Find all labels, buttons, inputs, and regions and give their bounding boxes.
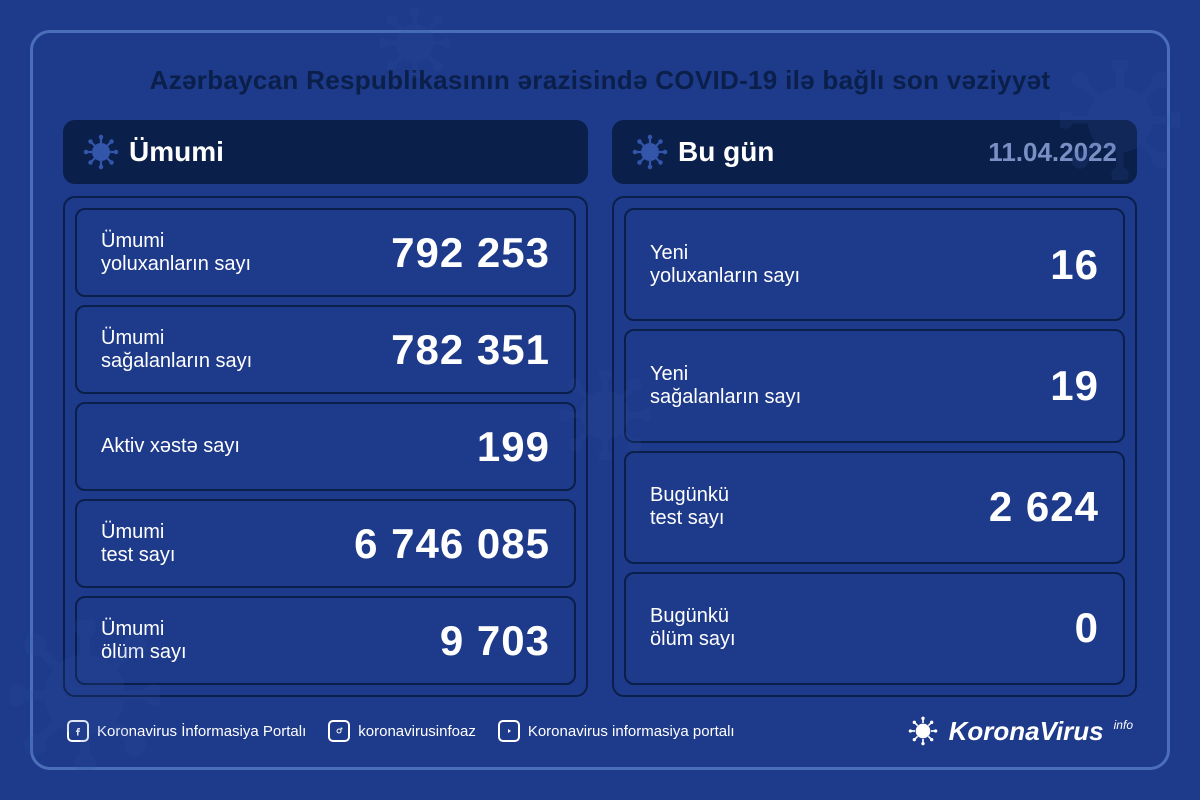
- facebook-icon: [67, 720, 89, 742]
- socials: Koronavirus İnformasiya Portalı koronavi…: [67, 720, 735, 742]
- today-stat-label: Bugünkü test sayı: [650, 484, 729, 530]
- total-stat-row: Ümumi test sayı 6 746 085: [75, 499, 576, 588]
- total-stat-label: Ümumi ölüm sayı: [101, 618, 187, 664]
- today-panel-body: Yeni yoluxanların sayı 16 Yeni sağalanları…: [612, 196, 1137, 697]
- youtube-link[interactable]: Koronavirus informasiya portalı: [498, 720, 735, 742]
- total-stat-value: 6 746 085: [354, 520, 550, 568]
- total-stat-row: Ümumi sağalanların sayı 782 351: [75, 305, 576, 394]
- instagram-link[interactable]: koronavirusinfoaz: [328, 720, 476, 742]
- virus-icon: [907, 715, 939, 747]
- virus-icon: [83, 134, 119, 170]
- instagram-icon: [328, 720, 350, 742]
- today-panel-date: 11.04.2022: [988, 137, 1117, 168]
- total-stat-value: 792 253: [391, 229, 550, 277]
- total-stat-label: Aktiv xəstə sayı: [101, 435, 240, 458]
- total-stat-value: 199: [477, 423, 550, 471]
- today-stat-value: 19: [1050, 362, 1099, 410]
- facebook-label: Koronavirus İnformasiya Portalı: [97, 723, 306, 740]
- brand-text: KoronaVirus: [949, 716, 1104, 747]
- today-stat-row: Yeni sağalanların sayı 19: [624, 329, 1125, 442]
- main-container: Azərbaycan Respublikasının ərazisində CO…: [30, 30, 1170, 770]
- instagram-label: koronavirusinfoaz: [358, 723, 476, 740]
- total-stat-row: Ümumi ölüm sayı 9 703: [75, 596, 576, 685]
- total-panel-body: Ümumi yoluxanların sayı 792 253 Ümumi sağa…: [63, 196, 588, 697]
- total-stat-row: Aktiv xəstə sayı 199: [75, 402, 576, 491]
- total-stat-row: Ümumi yoluxanların sayı 792 253: [75, 208, 576, 297]
- facebook-link[interactable]: Koronavirus İnformasiya Portalı: [67, 720, 306, 742]
- today-panel: Bu gün 11.04.2022 Yeni yoluxanların sayı…: [612, 120, 1137, 697]
- page-title: Azərbaycan Respublikasının ərazisində CO…: [63, 65, 1137, 96]
- brand-sup: info: [1114, 718, 1133, 732]
- total-panel: Ümumi Ümumi yoluxanların sayı792 253Ümum…: [63, 120, 588, 697]
- total-panel-title: Ümumi: [129, 136, 224, 168]
- total-stat-value: 782 351: [391, 326, 550, 374]
- today-stat-label: Bugünkü ölüm sayı: [650, 605, 736, 651]
- today-stat-label: Yeni yoluxanların sayı: [650, 242, 800, 288]
- today-stat-row: Bugünkü ölüm sayı 0: [624, 572, 1125, 685]
- youtube-icon: [498, 720, 520, 742]
- today-panel-header: Bu gün 11.04.2022: [612, 120, 1137, 184]
- today-stat-value: 16: [1050, 241, 1099, 289]
- today-panel-title: Bu gün: [678, 136, 774, 168]
- footer: Koronavirus İnformasiya Portalı koronavi…: [63, 715, 1137, 747]
- total-panel-header: Ümumi: [63, 120, 588, 184]
- total-stat-label: Ümumi sağalanların sayı: [101, 327, 252, 373]
- today-stat-label: Yeni sağalanların sayı: [650, 363, 801, 409]
- brand: KoronaVirus info: [907, 715, 1133, 747]
- today-stat-value: 2 624: [989, 483, 1099, 531]
- youtube-label: Koronavirus informasiya portalı: [528, 723, 735, 740]
- total-stat-label: Ümumi test sayı: [101, 521, 175, 567]
- virus-icon: [632, 134, 668, 170]
- today-stat-value: 0: [1075, 604, 1099, 652]
- total-stat-value: 9 703: [440, 617, 550, 665]
- total-stat-label: Ümumi yoluxanların sayı: [101, 230, 251, 276]
- today-stat-row: Yeni yoluxanların sayı 16: [624, 208, 1125, 321]
- today-stat-row: Bugünkü test sayı 2 624: [624, 451, 1125, 564]
- panels-wrapper: Ümumi Ümumi yoluxanların sayı792 253Ümum…: [63, 120, 1137, 697]
